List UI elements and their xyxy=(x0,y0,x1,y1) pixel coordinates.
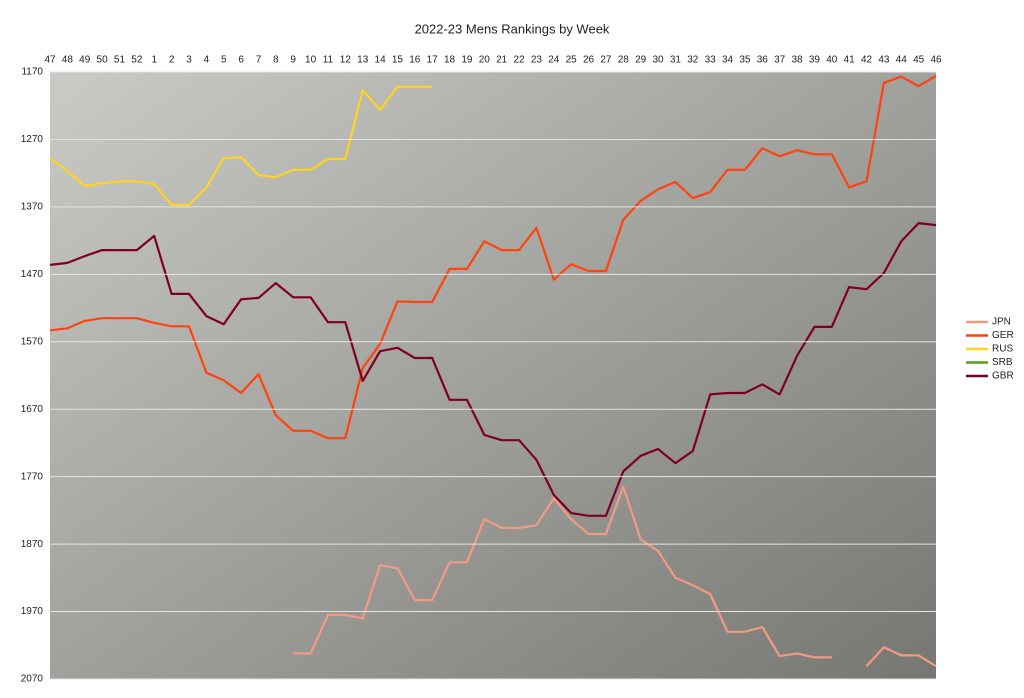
x-tick-label: 37 xyxy=(774,55,786,66)
x-tick-label: 14 xyxy=(375,55,387,66)
y-tick-label: 1570 xyxy=(21,336,44,347)
x-tick-label: 29 xyxy=(635,55,647,66)
x-tick-label: 16 xyxy=(409,55,421,66)
y-tick-label: 1870 xyxy=(21,539,44,550)
x-tick-label: 15 xyxy=(392,55,404,66)
y-tick-label: 1370 xyxy=(21,202,44,213)
y-tick-label: 1770 xyxy=(21,471,44,482)
y-tick-label: 1270 xyxy=(21,134,44,145)
x-tick-label: 51 xyxy=(114,55,126,66)
x-tick-label: 43 xyxy=(878,55,890,66)
x-tick-label: 13 xyxy=(357,55,369,66)
x-tick-label: 44 xyxy=(896,55,908,66)
x-tick-label: 8 xyxy=(273,55,279,66)
x-tick-label: 28 xyxy=(618,55,630,66)
x-tick-label: 31 xyxy=(670,55,682,66)
x-tick-label: 49 xyxy=(79,55,91,66)
series-line xyxy=(50,85,433,206)
x-tick-label: 42 xyxy=(861,55,873,66)
x-tick-label: 23 xyxy=(531,55,543,66)
x-tick-label: 39 xyxy=(809,55,821,66)
x-tick-label: 4 xyxy=(204,55,210,66)
x-tick-label: 19 xyxy=(461,55,473,66)
x-tick-label: 20 xyxy=(479,55,491,66)
y-tick-label: 2070 xyxy=(21,674,44,685)
legend-label: SRB xyxy=(992,357,1013,368)
y-tick-label: 1970 xyxy=(21,606,44,617)
x-tick-label: 21 xyxy=(496,55,508,66)
chart-title: 2022-23 Mens Rankings by Week xyxy=(415,21,610,36)
x-tick-label: 17 xyxy=(427,55,439,66)
x-tick-label: 41 xyxy=(844,55,856,66)
y-tick-label: 1470 xyxy=(21,269,44,280)
x-tick-label: 30 xyxy=(652,55,664,66)
x-tick-label: 26 xyxy=(583,55,595,66)
series-line xyxy=(50,75,936,440)
x-tick-label: 25 xyxy=(566,55,578,66)
x-tick-label: 5 xyxy=(221,55,227,66)
x-tick-label: 9 xyxy=(290,55,296,66)
x-tick-label: 12 xyxy=(340,55,352,66)
x-tick-label: 7 xyxy=(256,55,262,66)
y-tick-label: 1170 xyxy=(21,67,43,78)
x-tick-label: 3 xyxy=(186,55,192,66)
plot xyxy=(50,75,936,668)
x-tick-label: 35 xyxy=(739,55,751,66)
x-tick-label: 50 xyxy=(97,55,109,66)
x-tick-label: 11 xyxy=(323,55,334,66)
x-tick-label: 24 xyxy=(548,55,560,66)
x-tick-label: 2 xyxy=(169,55,175,66)
legend-label: JPN xyxy=(992,317,1011,328)
plot-area xyxy=(50,72,936,679)
x-tick-label: 18 xyxy=(444,55,456,66)
x-tick-label: 47 xyxy=(44,55,56,66)
x-tick-label: 34 xyxy=(722,55,734,66)
series-line xyxy=(50,222,936,517)
legend-label: RUS xyxy=(992,344,1013,355)
x-tick-label: 6 xyxy=(238,55,244,66)
x-tick-label: 52 xyxy=(131,55,143,66)
x-tick-label: 27 xyxy=(600,55,612,66)
x-tick-label: 45 xyxy=(913,55,925,66)
x-tick-label: 48 xyxy=(62,55,74,66)
series-line xyxy=(293,485,936,668)
x-tick-label: 32 xyxy=(687,55,699,66)
legend-label: GBR xyxy=(992,371,1014,382)
x-tick-label: 36 xyxy=(757,55,769,66)
x-tick-label: 22 xyxy=(513,55,525,66)
x-tick-label: 33 xyxy=(705,55,717,66)
legend-label: GER xyxy=(992,330,1014,341)
x-tick-label: 38 xyxy=(791,55,803,66)
x-tick-label: 1 xyxy=(151,55,157,66)
x-tick-label: 46 xyxy=(930,55,942,66)
x-tick-label: 40 xyxy=(826,55,838,66)
y-tick-label: 1670 xyxy=(21,404,44,415)
x-tick-label: 10 xyxy=(305,55,317,66)
